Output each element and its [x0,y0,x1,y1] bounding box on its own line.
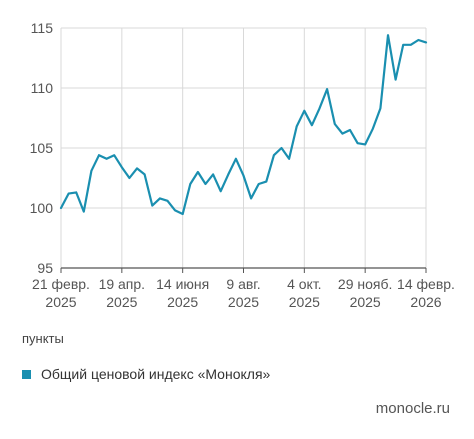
source-credit: monocle.ru [375,400,450,417]
x-tick-label: 9 авг. [226,276,260,292]
legend-swatch [22,369,31,379]
y-tick-label: 95 [37,260,53,276]
x-tick-label: 4 окт. [287,276,322,292]
y-tick-label: 115 [31,20,54,36]
x-tick-label: 21 февр. [32,276,90,292]
x-tick-label: 14 февр. [397,276,455,292]
legend-label: Общий ценовой индекс «Монокля» [41,366,271,382]
x-tick-label: 29 нояб. [338,276,392,292]
x-tick-label-year: 2025 [228,294,259,310]
x-tick-label-year: 2025 [45,294,76,310]
legend: Общий ценовой индекс «Монокля» [22,366,270,382]
x-tick-label-year: 2025 [350,294,381,310]
y-axis-label: пункты [22,331,64,346]
y-tick-label: 100 [30,200,54,216]
x-tick-label: 14 июня [156,276,209,292]
x-tick-label-year: 2026 [410,294,441,310]
y-tick-label: 110 [31,80,54,96]
x-tick-label-year: 2025 [167,294,198,310]
series-line [59,34,428,216]
x-tick-label: 19 апр. [99,276,146,292]
y-tick-label: 105 [30,140,54,156]
x-tick-label-year: 2025 [106,294,137,310]
x-tick-label-year: 2025 [289,294,320,310]
